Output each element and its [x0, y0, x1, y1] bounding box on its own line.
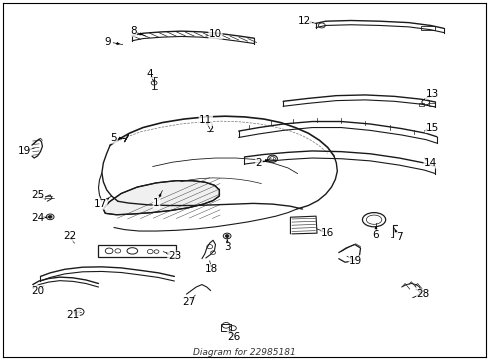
- Polygon shape: [103, 181, 219, 215]
- Bar: [221, 324, 230, 330]
- Polygon shape: [98, 244, 176, 257]
- Text: 26: 26: [227, 332, 240, 342]
- Text: 17: 17: [94, 199, 107, 209]
- Text: 2: 2: [255, 158, 262, 168]
- Bar: [421, 26, 434, 31]
- Text: 16: 16: [320, 228, 334, 238]
- Text: 15: 15: [425, 122, 438, 132]
- Text: 19: 19: [348, 256, 362, 266]
- Text: 4: 4: [146, 69, 153, 79]
- Text: 11: 11: [199, 116, 212, 125]
- Text: 7: 7: [395, 233, 402, 242]
- Text: 13: 13: [425, 89, 438, 99]
- Text: 14: 14: [423, 158, 436, 168]
- Text: 12: 12: [298, 16, 311, 26]
- Text: 28: 28: [416, 289, 429, 299]
- Text: 25: 25: [31, 190, 44, 200]
- Ellipse shape: [127, 248, 138, 254]
- Text: 23: 23: [167, 251, 181, 261]
- Text: 1: 1: [153, 198, 160, 208]
- Text: 5: 5: [110, 133, 117, 143]
- Text: 6: 6: [372, 230, 379, 240]
- Circle shape: [224, 235, 228, 238]
- Text: 19: 19: [18, 146, 31, 156]
- Ellipse shape: [366, 215, 381, 224]
- Text: 24: 24: [31, 213, 44, 223]
- Bar: [418, 103, 424, 105]
- Circle shape: [48, 215, 52, 218]
- Bar: [428, 103, 434, 105]
- Text: 21: 21: [66, 310, 80, 320]
- Text: Diagram for 22985181: Diagram for 22985181: [193, 348, 295, 357]
- Text: 18: 18: [204, 264, 218, 274]
- Ellipse shape: [362, 213, 385, 227]
- Text: 22: 22: [63, 231, 76, 241]
- Text: 8: 8: [130, 26, 136, 36]
- Text: 3: 3: [224, 242, 230, 252]
- Text: 9: 9: [104, 37, 111, 47]
- Text: 27: 27: [182, 297, 195, 307]
- Text: 20: 20: [31, 285, 44, 296]
- Text: 10: 10: [208, 29, 222, 39]
